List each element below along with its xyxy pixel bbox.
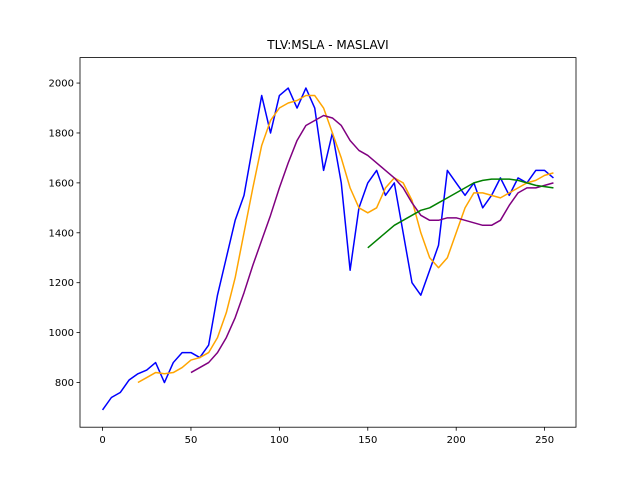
x-tick-label: 200 — [447, 435, 466, 446]
y-tick-label: 1600 — [49, 178, 74, 189]
x-tick-label: 0 — [99, 435, 105, 446]
plot-frame — [79, 57, 577, 428]
y-tick-label: 1400 — [49, 228, 74, 239]
series-line — [101, 87, 554, 411]
y-tick-label: 2000 — [49, 79, 74, 90]
series-line — [137, 94, 554, 384]
series-line — [190, 114, 554, 374]
x-tick-label: 150 — [358, 435, 377, 446]
x-tick-label: 100 — [270, 435, 289, 446]
y-tick-label: 1000 — [49, 328, 74, 339]
chart-title: TLV:MSLA - MASLAVI — [266, 38, 388, 52]
y-tick-label: 1200 — [49, 278, 74, 289]
y-tick-label: 1800 — [49, 128, 74, 139]
x-tick-label: 50 — [185, 435, 198, 446]
x-tick-label: 250 — [535, 435, 554, 446]
y-tick-label: 800 — [55, 378, 74, 389]
series-line — [367, 178, 554, 249]
